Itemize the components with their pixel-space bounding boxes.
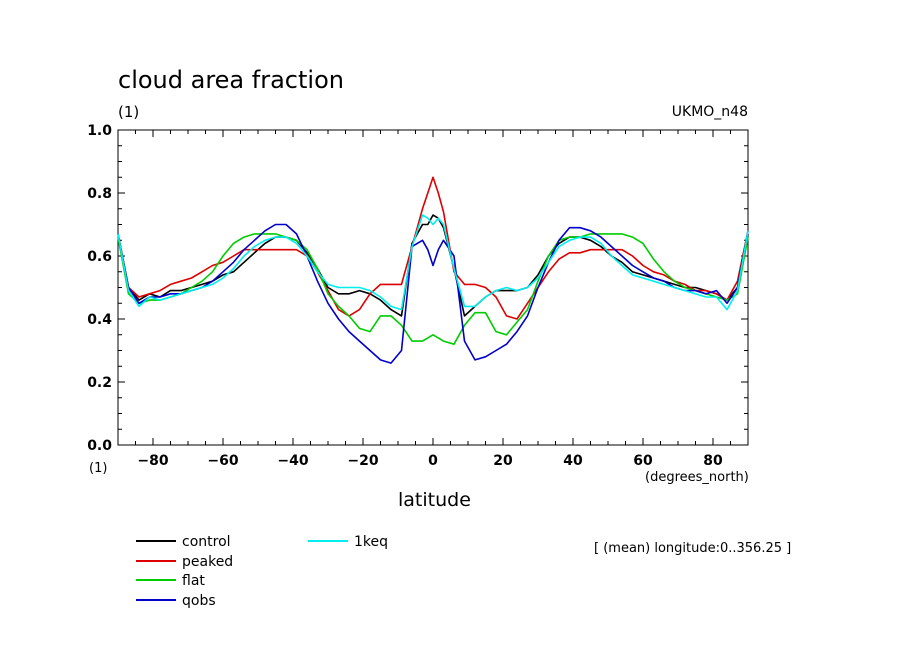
x-tick-label: −40 [277,453,308,469]
x-tick-label: −20 [347,453,378,469]
series-lines [117,176,749,364]
series-line-flat [117,233,749,346]
x-axis-title: latitude [398,489,471,511]
y-tick-label: 1.0 [87,123,112,139]
axes: −80 −60 −40 −20 0 20 40 60 80 0.0 0.2 0.4 0.6 0.8 1.0 [87,123,749,469]
x-tick-label: −60 [207,453,238,469]
x-tick-label: 0 [428,453,438,469]
legend: control peaked flat qobs 1keq [136,534,388,609]
y-tick-label: 0.2 [87,375,112,391]
legend-label-qobs: qobs [182,593,216,609]
chart-title: cloud area fraction [118,66,344,94]
series-line-qobs [117,223,749,364]
y-tick-label: 0.0 [87,438,112,454]
y-tick-label: 0.6 [87,249,112,265]
x-tick-label: −80 [137,453,168,469]
y-axis-unit-label: (1) [89,461,108,476]
legend-label-1keq: 1keq [354,534,388,550]
mean-longitude-note: [ (mean) longitude:0..356.25 ] [594,541,792,556]
x-tick-label: 20 [493,453,513,469]
x-axis-unit-label: (degrees_north) [645,470,749,485]
series-line-peaked [117,176,749,320]
series-line-1keq [117,214,749,311]
y-tick-label: 0.4 [87,312,112,328]
legend-label-control: control [182,534,231,550]
y-tick-label: 0.8 [87,186,112,202]
legend-label-flat: flat [182,573,205,589]
x-tick-label: 60 [633,453,653,469]
legend-label-peaked: peaked [182,554,233,570]
model-name-label: UKMO_n48 [671,104,748,120]
chart-units-label: (1) [118,103,140,121]
x-tick-label: 40 [563,453,583,469]
x-tick-label: 80 [703,453,723,469]
